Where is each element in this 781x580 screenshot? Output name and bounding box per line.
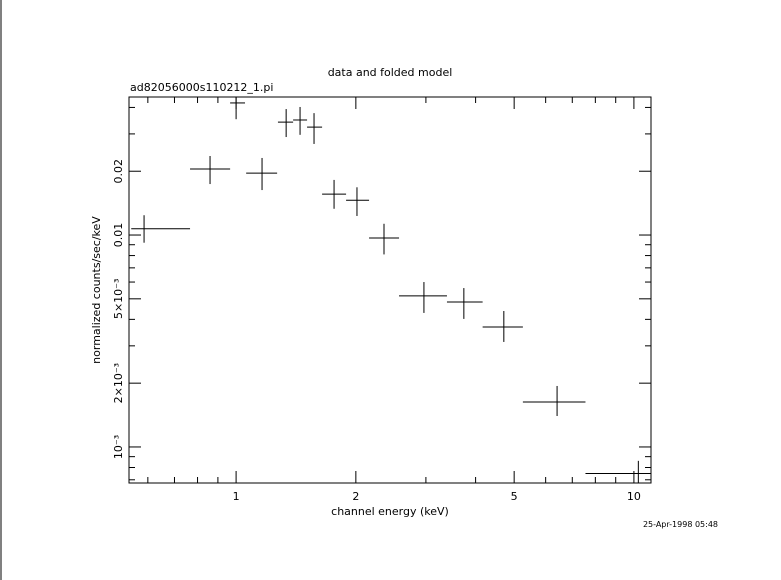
x-tick-label: 10 <box>627 490 641 503</box>
plot-frame <box>128 96 652 484</box>
y-tick-label: 5×10⁻³ <box>112 279 125 319</box>
x-axis-label: channel energy (keV) <box>331 505 449 518</box>
y-tick-label: 0.02 <box>112 159 125 184</box>
y-axis-label: normalized counts/sec/keV <box>90 216 103 364</box>
y-tick-label: 10⁻³ <box>112 435 125 459</box>
x-tick-label: 1 <box>233 490 240 503</box>
chart-title: data and folded model <box>328 66 453 79</box>
y-tick-label: 0.01 <box>112 223 125 248</box>
x-tick-label: 5 <box>511 490 518 503</box>
y-tick-label: 2×10⁻³ <box>112 363 125 403</box>
chart-subtitle: ad82056000s110212_1.pi <box>130 81 273 94</box>
timestamp: 25-Apr-1998 05:48 <box>643 520 718 529</box>
x-tick-label: 2 <box>352 490 359 503</box>
